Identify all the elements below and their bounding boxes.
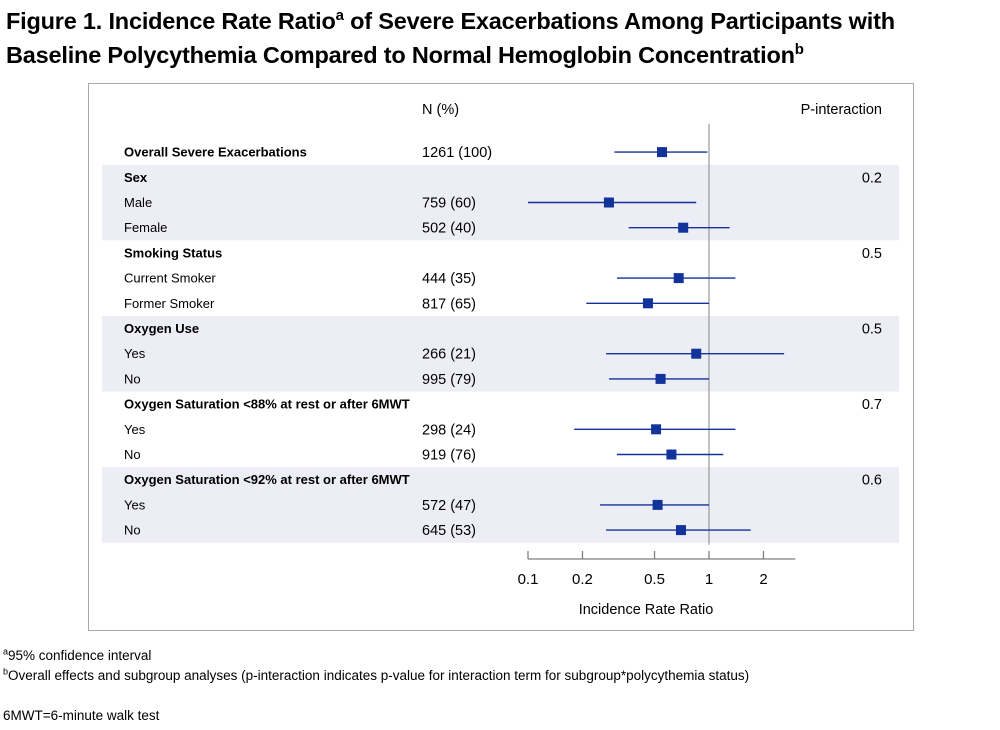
forest-plot-panel: N (%) P-interaction Overall Severe Exacerb…: [88, 83, 914, 631]
subgroup-label: Yes: [124, 497, 146, 512]
p-interaction-value: 0.2: [862, 170, 882, 186]
x-tick-label: 1: [705, 571, 713, 588]
footnote-a: a95% confidence interval: [3, 646, 152, 664]
n-percent-header: N (%): [422, 102, 459, 118]
n-percent-value: 645 (53): [422, 523, 476, 539]
title-line2: Baseline Polycythemia Compared to Normal…: [6, 42, 795, 68]
subgroup-label: Yes: [124, 346, 146, 361]
footnote-b-mark: b: [3, 666, 9, 677]
subgroup-label: Female: [124, 220, 167, 235]
estimate-marker: [651, 424, 662, 435]
x-tick-label: 0.2: [572, 571, 593, 588]
p-interaction-value: 0.5: [862, 322, 882, 338]
p-interaction-value: 0.6: [862, 473, 882, 489]
subgroup-heading: Oxygen Saturation <92% at rest or after …: [124, 472, 410, 487]
x-tick-label: 0.1: [518, 571, 539, 588]
p-interaction-header: P-interaction: [801, 102, 882, 118]
estimate-marker: [655, 373, 666, 384]
estimate-marker: [642, 298, 653, 309]
footnote-abbrev: 6MWT=6-minute walk test: [3, 708, 160, 723]
subgroup-label: Yes: [124, 422, 146, 437]
subgroup-label: No: [124, 447, 141, 462]
x-tick-label: 2: [759, 571, 767, 588]
footnote-b-text: Overall effects and subgroup analyses (p…: [8, 668, 750, 683]
estimate-marker: [673, 273, 684, 284]
subgroup-label: Current Smoker: [124, 271, 216, 286]
row-group-band: [102, 467, 899, 543]
estimate-marker: [603, 197, 614, 208]
estimate-marker: [678, 222, 689, 233]
subgroup-heading: Oxygen Saturation <88% at rest or after …: [124, 397, 410, 412]
title-line1: Figure 1. Incidence Rate Ratio: [6, 8, 336, 34]
footnote-a-text: 95% confidence interval: [8, 648, 152, 663]
forest-plot: N (%) P-interaction Overall Severe Exacerb…: [102, 102, 899, 618]
title-sup-a: a: [335, 7, 344, 25]
p-interaction-value: 0.5: [862, 246, 882, 262]
x-axis-label: Incidence Rate Ratio: [579, 602, 714, 618]
n-percent-value: 759 (60): [422, 196, 476, 212]
subgroup-label: No: [124, 371, 141, 386]
n-percent-value: 298 (24): [422, 422, 476, 438]
estimate-marker: [666, 449, 677, 460]
n-percent-value: 817 (65): [422, 296, 476, 312]
title-line1-rest: of Severe Exacerbations Among Participan…: [343, 8, 895, 34]
subgroup-heading: Sex: [124, 170, 148, 185]
n-percent-value: 266 (21): [422, 347, 476, 363]
n-percent-value: 572 (47): [422, 498, 476, 514]
subgroup-label: Former Smoker: [124, 296, 215, 311]
title-sup-b: b: [794, 41, 804, 59]
n-percent-value: 995 (79): [422, 372, 476, 388]
estimate-marker: [657, 147, 668, 158]
x-tick-label: 0.5: [644, 571, 665, 588]
subgroup-heading: Oxygen Use: [124, 321, 199, 336]
footnote-b: bOverall effects and subgroup analyses (…: [3, 666, 750, 684]
subgroup-label: Male: [124, 195, 152, 210]
subgroup-heading: Overall Severe Exacerbations: [124, 145, 307, 160]
footnote-a-mark: a: [3, 646, 9, 657]
figure-title: Figure 1. Incidence Rate Ratioa of Sever…: [6, 4, 996, 72]
p-interaction-value: 0.7: [862, 397, 882, 413]
estimate-marker: [675, 525, 686, 536]
n-percent-value: 919 (76): [422, 448, 476, 464]
n-percent-value: 444 (35): [422, 271, 476, 287]
n-percent-value: 1261 (100): [422, 145, 492, 161]
subgroup-label: No: [124, 523, 141, 538]
subgroup-heading: Smoking Status: [124, 245, 222, 260]
row-group-band: [102, 164, 899, 241]
estimate-marker: [652, 499, 663, 510]
n-percent-value: 502 (40): [422, 221, 476, 237]
estimate-marker: [691, 348, 702, 359]
